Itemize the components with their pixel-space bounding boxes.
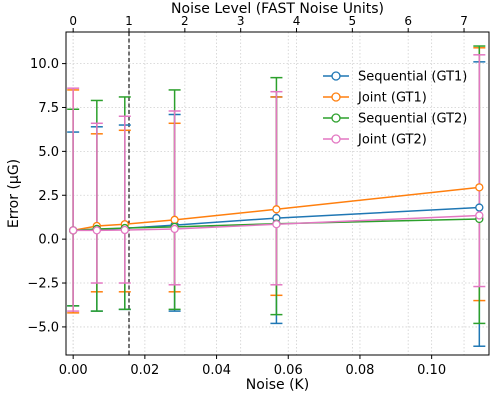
x2-tick-label: 2 (181, 14, 189, 28)
data-point (170, 215, 179, 224)
x-tick-label: 0.10 (417, 363, 446, 378)
x2-tick-label: 1 (125, 14, 133, 28)
series-4 (67, 54, 486, 312)
legend-label: Sequential (GT1) (358, 70, 467, 85)
data-point (475, 183, 484, 192)
data-point (272, 205, 281, 214)
x2-tick-label: 3 (237, 14, 245, 28)
y-tick-label: −5.0 (27, 320, 59, 335)
data-point (69, 226, 78, 235)
data-point (272, 220, 281, 229)
series-layer (67, 45, 486, 347)
x-tick-label: 0.04 (202, 363, 231, 378)
x2-tick-label: 5 (349, 14, 357, 28)
legend-marker (331, 134, 341, 144)
data-point (170, 224, 179, 234)
x2-tick-label: 4 (293, 14, 301, 28)
x2-tick-label: 7 (460, 14, 468, 28)
legend-marker (331, 71, 341, 81)
x2-tick-label: 0 (69, 14, 77, 28)
plot-frame (65, 31, 490, 356)
y-axis-label: Error (μG) (6, 159, 22, 228)
top-axis-label: Noise Level (FAST Noise Units) (171, 1, 384, 17)
bottom-axis-label: Noise (K) (246, 377, 309, 393)
data-point (475, 211, 484, 220)
x-tick-label: 0.00 (59, 363, 88, 378)
x-tick-label: 0.06 (274, 363, 303, 378)
x-tick-label: 0.08 (345, 363, 374, 378)
legend-label: Sequential (GT2) (358, 112, 467, 127)
series-line-group-4 (69, 211, 484, 235)
legend: Sequential (GT1) Joint (GT1) Sequential (G… (323, 70, 467, 148)
legend-marker (331, 92, 341, 102)
data-point (120, 225, 129, 235)
legend-label: Joint (GT1) (357, 91, 427, 106)
x2-tick-label: 6 (404, 14, 412, 28)
y-tick-label: −2.5 (27, 277, 59, 292)
x-tick-label: 0.02 (130, 363, 159, 378)
y-tick-label: 10.0 (30, 57, 59, 72)
y-tick-label: 2.5 (38, 189, 59, 204)
axes-layer: 0.00 0.02 0.04 0.06 0.08 0.10 0 1 2 3 4 5 6 7 −5.0 −2.5… (27, 14, 467, 378)
legend-label: Joint (GT2) (357, 133, 427, 148)
data-point (475, 203, 484, 212)
legend-marker (331, 113, 341, 123)
data-point (92, 226, 101, 235)
y-tick-label: 0.0 (38, 233, 59, 248)
y-tick-label: 7.5 (38, 101, 59, 116)
y-tick-label: 5.0 (38, 145, 59, 160)
